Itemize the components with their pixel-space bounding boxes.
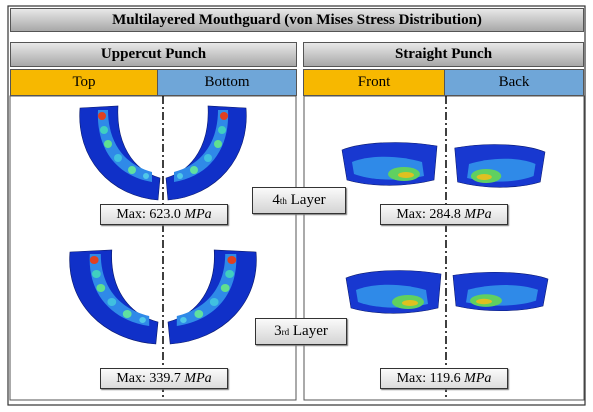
- figure: Multilayered Mouthguard (von Mises Stres…: [0, 0, 593, 412]
- max-prefix: Max:: [116, 207, 146, 223]
- view-title: Back: [444, 69, 584, 96]
- max-label: Max: 119.6 MPa: [380, 368, 508, 389]
- stress-image: [346, 271, 441, 314]
- layer-number: 4: [272, 192, 280, 209]
- max-prefix: Max:: [396, 207, 426, 223]
- max-value: 339.7: [149, 371, 181, 387]
- max-prefix: Max:: [397, 371, 427, 387]
- layer-suffix: th: [280, 196, 287, 206]
- column-title: Straight Punch: [303, 42, 584, 67]
- layer-number: 3: [274, 323, 282, 340]
- max-label: Max: 284.8 MPa: [380, 204, 508, 225]
- view-title: Front: [303, 69, 445, 96]
- right-panel: [304, 96, 584, 400]
- max-value: 119.6: [430, 371, 461, 387]
- stress-image: [455, 145, 545, 188]
- max-unit: MPa: [464, 207, 491, 223]
- stress-image: [453, 272, 548, 310]
- max-value: 284.8: [429, 207, 461, 223]
- max-unit: MPa: [184, 371, 211, 387]
- left-panel: [10, 96, 296, 400]
- layer-word: Layer: [291, 192, 326, 209]
- stress-image: [342, 143, 437, 186]
- column-title: Uppercut Punch: [10, 42, 297, 67]
- layer-suffix: rd: [282, 327, 290, 337]
- title: Multilayered Mouthguard (von Mises Stres…: [10, 8, 584, 32]
- max-label: Max: 623.0 MPa: [100, 204, 228, 225]
- view-title: Top: [10, 69, 158, 96]
- layer-word: Layer: [293, 323, 328, 340]
- view-title: Bottom: [157, 69, 297, 96]
- max-label: Max: 339.7 MPa: [100, 368, 228, 389]
- max-unit: MPa: [184, 207, 211, 223]
- max-value: 623.0: [149, 207, 181, 223]
- max-unit: MPa: [464, 371, 491, 387]
- max-prefix: Max:: [116, 371, 146, 387]
